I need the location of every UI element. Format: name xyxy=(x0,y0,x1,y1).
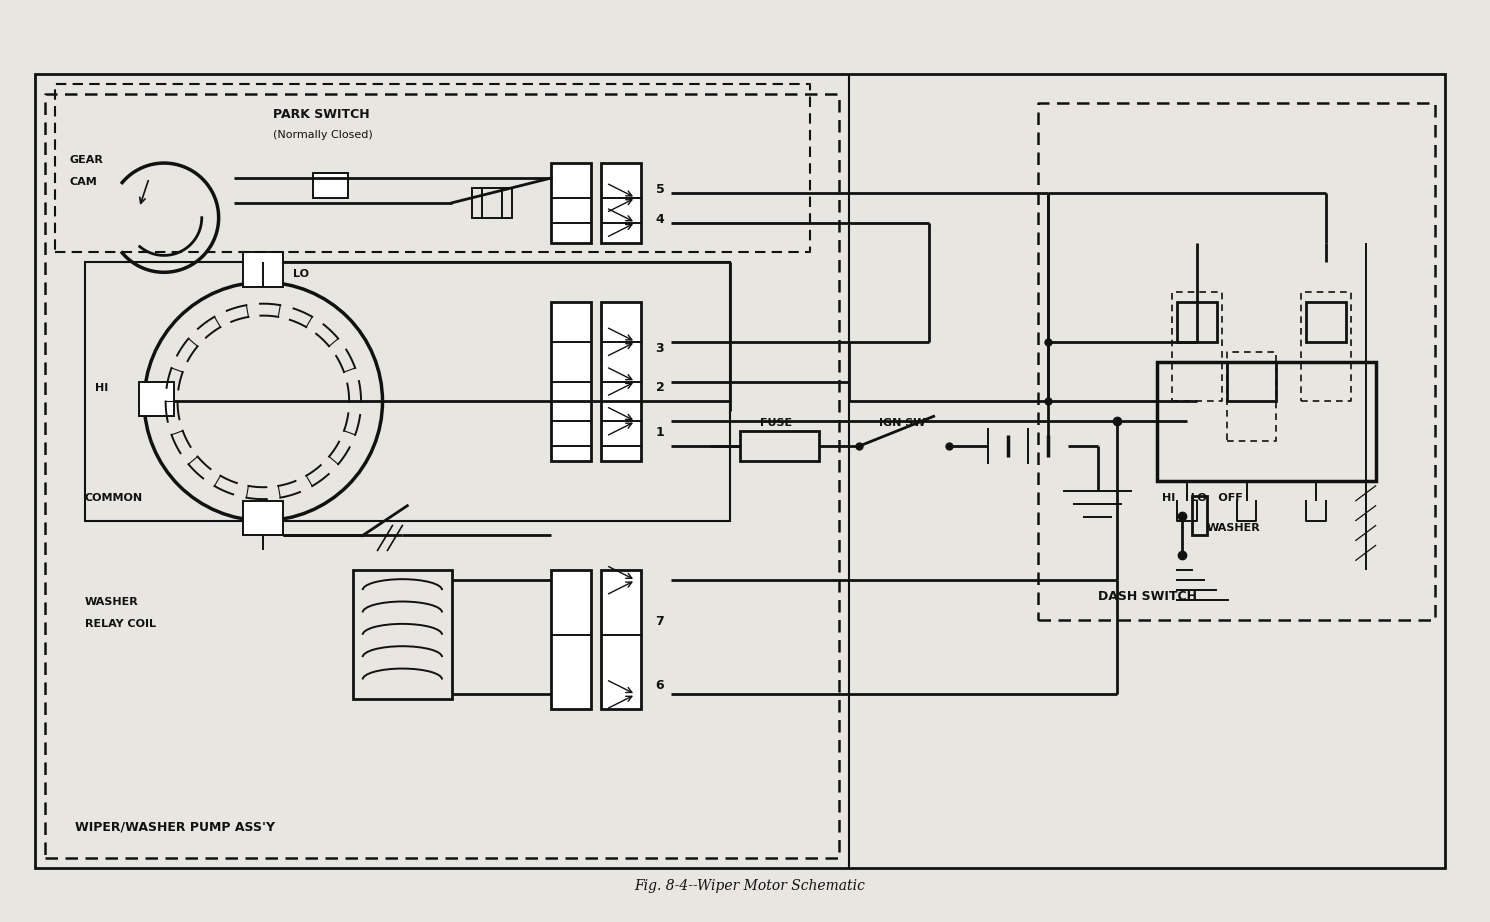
Text: WASHER: WASHER xyxy=(85,597,139,607)
Bar xyxy=(139,382,174,417)
Text: HI: HI xyxy=(94,384,107,394)
Bar xyxy=(313,173,347,198)
Text: IGN SW: IGN SW xyxy=(879,419,925,428)
Text: DASH SWITCH: DASH SWITCH xyxy=(1098,590,1196,603)
Bar xyxy=(243,253,283,288)
Text: 7: 7 xyxy=(656,615,665,628)
Text: Fig. 8-4--Wiper Motor Schematic: Fig. 8-4--Wiper Motor Schematic xyxy=(635,879,866,893)
Bar xyxy=(34,74,1445,869)
Bar xyxy=(600,302,641,461)
Bar xyxy=(85,263,730,521)
Bar xyxy=(1177,302,1217,342)
Bar xyxy=(741,431,820,461)
Bar xyxy=(551,302,592,461)
Text: WIPER/WASHER PUMP ASS'Y: WIPER/WASHER PUMP ASS'Y xyxy=(74,821,274,833)
Text: 6: 6 xyxy=(656,680,665,692)
Bar xyxy=(551,570,592,709)
Text: (Normally Closed): (Normally Closed) xyxy=(273,130,372,140)
Bar xyxy=(1158,361,1375,481)
Text: HI    LO   OFF: HI LO OFF xyxy=(1162,492,1243,502)
Bar xyxy=(472,188,511,218)
Bar xyxy=(1307,302,1345,342)
Text: GEAR: GEAR xyxy=(70,155,104,165)
Text: FUSE: FUSE xyxy=(760,419,793,428)
Text: LO: LO xyxy=(294,269,308,279)
Text: WASHER: WASHER xyxy=(1207,523,1261,533)
Text: COMMON: COMMON xyxy=(85,492,143,502)
Text: 4: 4 xyxy=(656,213,665,226)
Text: 2: 2 xyxy=(656,382,665,395)
Bar xyxy=(551,163,592,242)
Bar xyxy=(600,163,641,242)
Bar xyxy=(1192,496,1207,536)
Text: PARK SWITCH: PARK SWITCH xyxy=(273,109,370,122)
Text: 3: 3 xyxy=(656,342,665,355)
Text: CAM: CAM xyxy=(70,177,97,187)
Bar xyxy=(353,570,451,700)
Text: 5: 5 xyxy=(656,183,665,195)
Text: 1: 1 xyxy=(656,426,665,439)
Text: RELAY COIL: RELAY COIL xyxy=(85,619,155,629)
Bar xyxy=(243,501,283,536)
Bar xyxy=(1226,361,1277,401)
Bar xyxy=(600,570,641,709)
